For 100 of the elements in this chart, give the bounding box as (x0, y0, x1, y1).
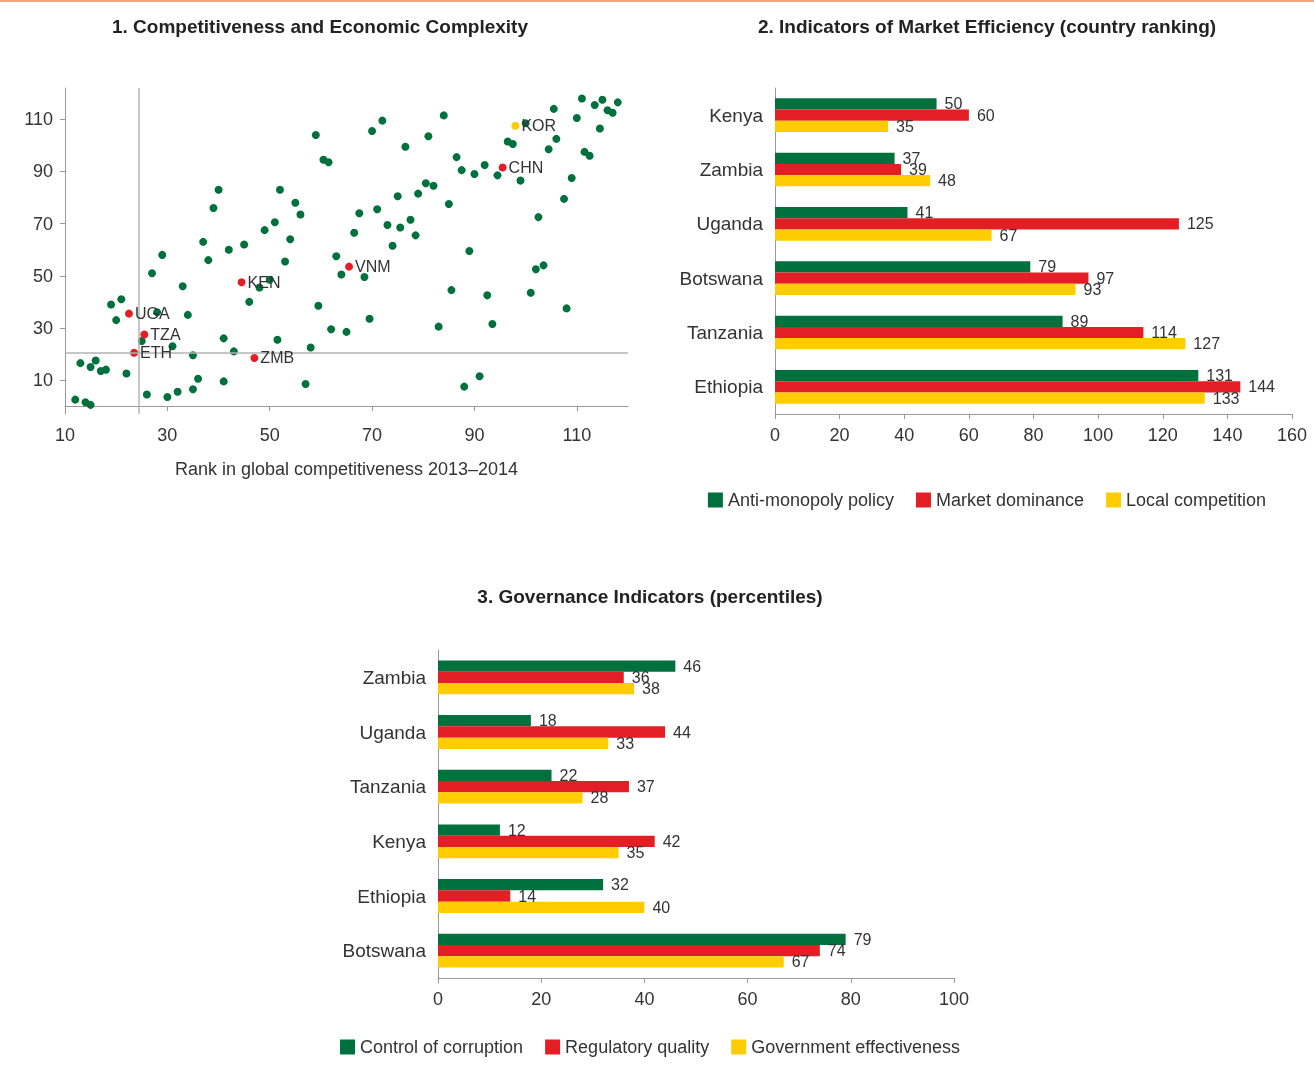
bar (438, 945, 820, 957)
x-tick-label: 80 (840, 989, 861, 1009)
data-label: 18 (538, 712, 557, 730)
point (237, 278, 246, 287)
bar (775, 120, 889, 133)
data-label: 14 (518, 887, 537, 905)
annotation: TZA (150, 325, 181, 343)
bar (438, 737, 609, 749)
bar (775, 326, 1144, 339)
y-tick-label: 110 (24, 109, 53, 130)
data-label: 60 (976, 106, 995, 124)
bar (438, 956, 784, 968)
bar (775, 338, 1186, 350)
bar (438, 846, 619, 859)
chart-title: 2. Indicators of Market Efficiency (country ranking) (757, 16, 1217, 37)
y-tick-label: Tanzania (686, 322, 764, 343)
x-tick-label: 20 (829, 425, 850, 445)
data-label: 33 (616, 734, 635, 752)
y-tick-label: Kenya (709, 104, 764, 126)
x-tick-label: 100 (1083, 425, 1114, 445)
y-tick-label: Botswana (342, 940, 427, 962)
annotation: ETH (140, 344, 173, 362)
y-tick-label: Kenya (372, 830, 427, 852)
bar (775, 229, 992, 241)
point (511, 121, 520, 130)
data-label: 89 (1070, 312, 1089, 330)
bar (775, 315, 1063, 327)
y-tick-label: Ethiopia (694, 376, 764, 398)
x-tick-label: 40 (894, 425, 915, 445)
bar (775, 272, 1089, 284)
x-tick-label: 60 (958, 425, 979, 445)
x-tick-label: 80 (1023, 425, 1044, 445)
annotation: UGA (134, 305, 170, 323)
data-label: 40 (652, 898, 671, 916)
data-label: 50 (944, 95, 963, 113)
bar (438, 715, 531, 727)
data-label: 114 (1151, 324, 1177, 341)
x-axis-title: Rank in global competitiveness 2013–2014 (174, 459, 519, 479)
data-label: 42 (662, 832, 681, 850)
legend-label: Control of corruption (360, 1037, 524, 1057)
bar (775, 392, 1205, 404)
legend-label: Regulatory quality (565, 1037, 710, 1057)
data-label: 32 (611, 876, 630, 894)
bar (438, 682, 635, 695)
chart-title: 1. Competitiveness and Economic Complexity (112, 16, 529, 37)
bar (775, 109, 969, 121)
bar (775, 152, 895, 164)
x-tick-label: 120 (1147, 425, 1178, 445)
x-tick-label: 160 (1276, 425, 1308, 445)
point (140, 330, 149, 339)
annotation: ZMB (260, 349, 295, 367)
data-label: 67 (999, 226, 1018, 244)
data-label: 35 (896, 117, 914, 135)
x-tick-label: 20 (531, 989, 552, 1009)
annotation: KOR (521, 117, 557, 135)
y-tick-label: Uganda (696, 213, 764, 235)
bar (438, 835, 655, 847)
bar (775, 261, 1031, 273)
bar (438, 824, 500, 836)
point (124, 309, 133, 318)
y-tick-label: Ethiopia (357, 885, 427, 907)
point (345, 262, 354, 271)
x-tick-label: 0 (432, 989, 444, 1009)
x-tick-label: 30 (157, 425, 178, 445)
data-label: 74 (827, 942, 846, 960)
bar (775, 381, 1241, 393)
bar (438, 792, 583, 804)
point (250, 353, 259, 362)
x-tick-label: 60 (737, 989, 758, 1009)
annotation: VNM (355, 258, 391, 276)
annotation: CHN (508, 159, 544, 177)
bar (438, 933, 846, 946)
bar (775, 206, 908, 219)
x-tick-label: 110 (562, 425, 592, 445)
chart-title: 3. Governance Indicators (percentiles) (477, 586, 823, 607)
data-label: 127 (1193, 335, 1221, 353)
data-label: 37 (636, 778, 655, 796)
bar (438, 671, 624, 683)
y-tick-label: Botswana (679, 267, 764, 289)
x-tick-label: 140 (1212, 425, 1243, 445)
bar (775, 218, 1179, 230)
legend-label: Anti-monopoly policy (727, 490, 894, 510)
x-tick-label: 0 (769, 425, 781, 445)
y-tick-label: 70 (32, 213, 53, 234)
bar (438, 769, 552, 782)
bar (775, 283, 1076, 296)
legend-label: Market dominance (935, 490, 1085, 510)
x-tick-label: 50 (259, 425, 280, 445)
bar (438, 781, 629, 793)
y-tick-label: 30 (32, 317, 53, 338)
y-tick-label: Uganda (359, 721, 427, 743)
data-label: 125 (1186, 215, 1214, 233)
y-tick-label: 50 (32, 265, 53, 286)
x-tick-label: 10 (54, 425, 76, 445)
data-label: 79 (1038, 258, 1057, 276)
y-tick-label: Tanzania (349, 776, 427, 798)
bar (438, 890, 511, 902)
legend-label: Government effectiveness (751, 1037, 960, 1057)
x-tick-label: 40 (634, 989, 655, 1009)
y-tick-label: Zambia (362, 666, 427, 688)
